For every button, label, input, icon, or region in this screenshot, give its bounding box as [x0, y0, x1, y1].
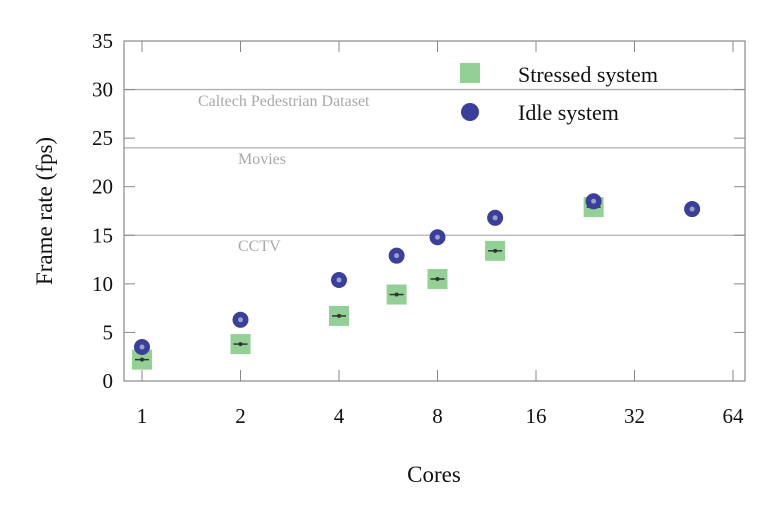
axes: 1 2 4 8 16 32 64 0 5 10 15 20 25 30 35 — [92, 29, 746, 428]
reference-line-label: CCTV — [238, 238, 281, 255]
reference-line-label: Caltech Pedestrian Dataset — [198, 93, 370, 110]
legend-marker-stressed — [460, 63, 480, 83]
x-tick-label: 2 — [235, 404, 246, 428]
y-tick-label: 5 — [103, 320, 114, 344]
legend-label-stressed: Stressed system — [518, 62, 658, 87]
point-center — [336, 277, 342, 283]
point-center — [139, 344, 145, 350]
point-center — [493, 248, 498, 253]
x-tick-label: 8 — [432, 404, 443, 428]
point-center — [435, 234, 440, 240]
y-tick-label: 30 — [92, 78, 113, 102]
y-tick-label: 0 — [103, 369, 114, 393]
point-center — [337, 313, 341, 318]
reference-line-label: Movies — [238, 151, 286, 168]
x-tick-label: 16 — [526, 404, 547, 428]
legend-marker-idle — [461, 103, 479, 121]
y-tick-label: 10 — [92, 272, 113, 296]
x-tick-label: 1 — [137, 404, 148, 428]
reference-lines: Caltech Pedestrian Dataset Movies CCTV — [124, 88, 745, 255]
data-marks — [132, 193, 701, 370]
point-center — [238, 317, 243, 323]
x-axis-label: Cores — [407, 462, 461, 487]
point-center — [394, 253, 400, 259]
point-center — [435, 277, 440, 281]
point-center — [492, 215, 498, 221]
y-tick-label: 15 — [92, 223, 113, 247]
y-axis-label: Frame rate (fps) — [32, 137, 57, 285]
point-center — [238, 342, 243, 347]
y-tick-label: 35 — [92, 29, 113, 53]
y-tick-label: 20 — [92, 175, 113, 199]
point-center — [394, 292, 399, 297]
legend-label-idle: Idle system — [518, 100, 619, 125]
point-center — [591, 198, 597, 204]
point-center — [689, 206, 695, 212]
x-tick-label: 32 — [624, 404, 645, 428]
x-tick-label: 4 — [334, 404, 345, 428]
y-tick-label: 25 — [92, 126, 113, 150]
point-center — [140, 357, 144, 362]
legend: Stressed system Idle system — [460, 62, 658, 125]
plot-frame — [123, 40, 746, 382]
x-tick-label: 64 — [723, 404, 745, 428]
